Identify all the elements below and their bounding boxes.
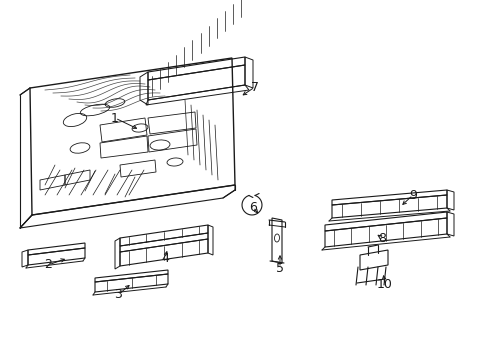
Text: 2: 2 bbox=[44, 258, 52, 271]
Text: 8: 8 bbox=[377, 231, 385, 244]
Text: 1: 1 bbox=[111, 112, 119, 125]
Text: 5: 5 bbox=[275, 261, 284, 274]
Text: 4: 4 bbox=[161, 252, 168, 265]
Text: 3: 3 bbox=[114, 288, 122, 302]
Text: 6: 6 bbox=[248, 201, 256, 213]
Text: 7: 7 bbox=[250, 81, 259, 94]
Text: 10: 10 bbox=[376, 279, 392, 292]
Text: 9: 9 bbox=[408, 189, 416, 202]
